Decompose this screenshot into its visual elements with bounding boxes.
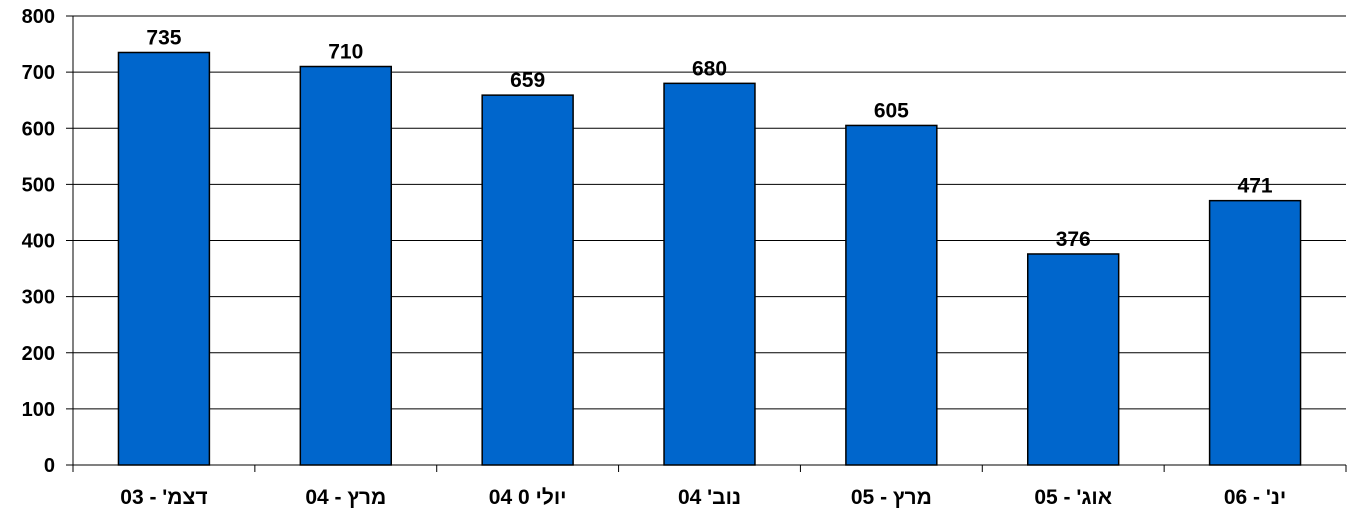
bar [663, 82, 756, 466]
bar [1208, 199, 1302, 466]
y-tick-label: 500 [22, 174, 55, 196]
x-tick-labels: דצמ' - 03 מרץ - 04 יולי 0 04 נוב' 04 מרץ - 0… [120, 486, 1286, 509]
bar [1027, 253, 1120, 466]
x-tick-label: ינ' - 06 [1224, 486, 1286, 509]
y-tick-label: 300 [22, 287, 55, 309]
y-tick-label: 600 [22, 118, 55, 140]
data-label: 605 [874, 99, 909, 122]
y-tick-label: 0 [44, 455, 55, 477]
data-label: 376 [1056, 228, 1091, 251]
bar [117, 51, 211, 466]
bar [299, 65, 393, 466]
y-tick-label: 100 [22, 399, 55, 421]
bar [481, 94, 574, 466]
x-tick-label: מרץ - 05 [851, 486, 932, 509]
x-tick-label: מרץ - 04 [305, 486, 386, 509]
y-tick-labels: 0 100 200 300 400 500 600 700 800 [22, 6, 55, 477]
x-tick-label: נוב' 04 [678, 486, 741, 509]
data-labels: 735 710 659 680 605 376 471 [146, 26, 1273, 250]
y-tick-label: 800 [22, 6, 55, 28]
y-tick-label: 700 [22, 62, 55, 84]
x-tick-label: דצמ' - 03 [120, 486, 207, 509]
data-label: 735 [146, 26, 181, 49]
bar [845, 124, 938, 466]
y-tick-label: 400 [22, 231, 55, 253]
y-tick-label: 200 [22, 343, 55, 365]
bars [117, 51, 1302, 466]
data-label: 710 [328, 41, 363, 64]
data-label: 471 [1238, 175, 1273, 198]
x-tick-label: אוג' - 05 [1034, 486, 1112, 509]
data-label: 659 [510, 69, 545, 92]
x-tick-label: יולי 0 04 [489, 486, 567, 509]
data-label: 680 [692, 57, 727, 80]
